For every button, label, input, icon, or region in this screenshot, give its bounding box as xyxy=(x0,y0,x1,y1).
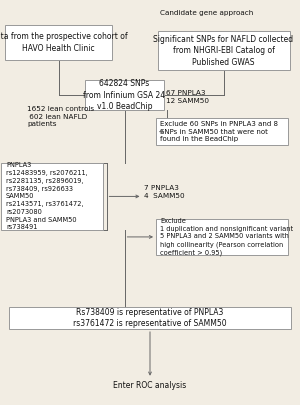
Text: Significant SNPs for NAFLD collected
from NHGRI-EBI Catalog of
Published GWAS: Significant SNPs for NAFLD collected fro… xyxy=(153,35,294,66)
Text: Rs738409 is representative of PNPLA3
rs3761472 is representative of SAMM50: Rs738409 is representative of PNPLA3 rs3… xyxy=(73,308,227,328)
Text: 67 PNPLA3: 67 PNPLA3 xyxy=(166,90,206,96)
Text: Exclude
1 duplication and nonsignificant variant
5 PNPLA3 and 2 SAMM50 variants : Exclude 1 duplication and nonsignificant… xyxy=(160,218,294,256)
Text: Data from the prospective cohort of
HAVO Health Clinic: Data from the prospective cohort of HAVO… xyxy=(0,32,127,53)
Bar xyxy=(5,25,112,60)
Text: Exclude 60 SNPs in PNPLA3 and 8
SNPs in SAMM50 that were not
found in the BeadCh: Exclude 60 SNPs in PNPLA3 and 8 SNPs in … xyxy=(160,121,278,143)
Text: PNPLA3
rs12483959, rs2076211,
rs2281135, rs2896019,
rs738409, rs926633
SAMM50
rs: PNPLA3 rs12483959, rs2076211, rs2281135,… xyxy=(6,162,88,230)
Text: 1652 lean controls: 1652 lean controls xyxy=(27,106,94,111)
Text: Enter ROC analysis: Enter ROC analysis xyxy=(113,381,187,390)
Text: 642824 SNPs
from Infinium GSA 24
v1.0 BeadChip: 642824 SNPs from Infinium GSA 24 v1.0 Be… xyxy=(83,79,166,111)
Text: patients: patients xyxy=(27,122,56,127)
Bar xyxy=(2,163,103,230)
Text: 602 lean NAFLD: 602 lean NAFLD xyxy=(27,114,87,119)
Text: 12 SAMM50: 12 SAMM50 xyxy=(166,98,209,104)
Text: 4  SAMM50: 4 SAMM50 xyxy=(144,194,184,199)
Text: 7 PNPLA3: 7 PNPLA3 xyxy=(144,185,179,191)
Bar xyxy=(156,219,288,255)
Bar xyxy=(158,32,290,70)
Bar xyxy=(9,307,291,329)
Bar xyxy=(85,80,164,111)
Bar xyxy=(156,118,288,145)
Text: Candidate gene approach: Candidate gene approach xyxy=(160,10,254,16)
